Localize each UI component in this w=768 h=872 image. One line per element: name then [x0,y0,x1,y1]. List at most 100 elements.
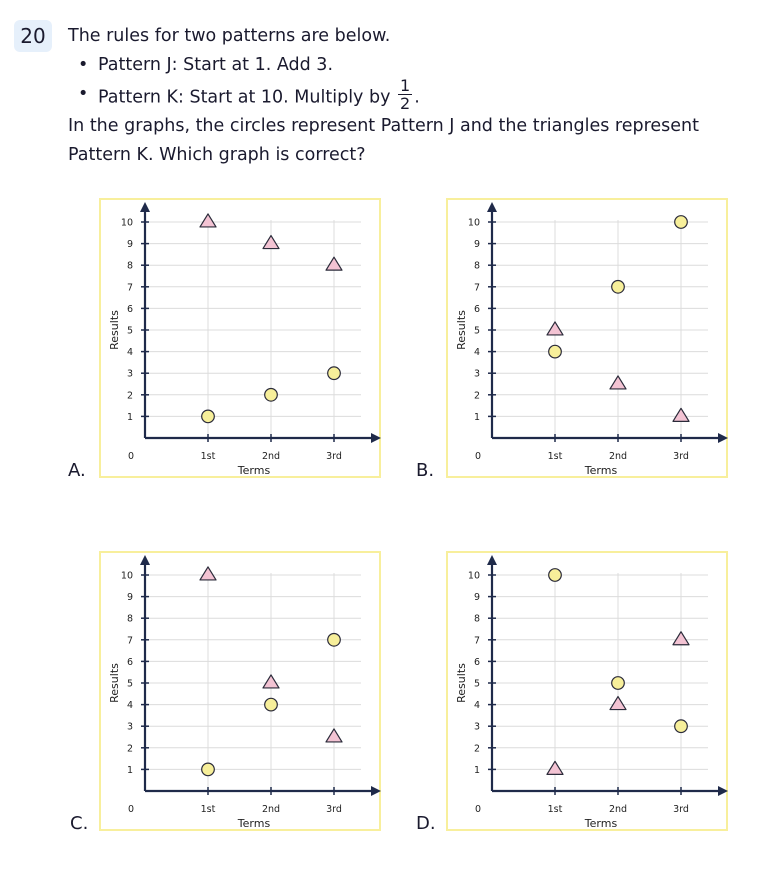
fraction-denominator: 2 [400,94,411,113]
y-tick-label: 4 [127,347,133,358]
y-tick-label: 8 [474,614,480,625]
x-tick-label: 3rd [673,451,689,462]
y-tick-label: 8 [127,261,133,272]
y-axis-title: Results [455,310,468,350]
y-axis-title: Results [108,663,121,703]
y-axis-title: Results [455,663,468,703]
origin-label: 0 [475,451,481,462]
y-tick-label: 1 [474,412,480,423]
graph-option-b[interactable]: 1 2 3 4 5 6 7 8 9 10 1st 2nd 3rd 0 Terms Results [446,198,728,478]
x-tick-label: 1st [548,451,563,462]
y-tick-label: 1 [474,765,480,776]
pattern-k-triangle-point [546,760,564,775]
pattern-j-circle-point [201,409,215,424]
question-prompt-line1: In the graphs, the circles represent Pat… [68,116,699,136]
pattern-k-triangle-point [262,674,280,689]
x-axis-arrow-icon [371,786,381,796]
y-axis-arrow-icon [140,555,150,565]
pattern-j-circle-point [264,387,278,402]
y-tick-label: 9 [474,239,480,250]
origin-label: 0 [128,451,134,462]
y-tick-label: 3 [474,722,480,733]
option-a-label[interactable]: A. [68,460,86,481]
y-tick-label: 9 [127,592,133,603]
y-tick-label: 1 [127,412,133,423]
rule-pattern-k: Pattern K: Start at 10. Multiply by 12. [68,76,728,113]
pattern-k-triangle-point [672,407,690,422]
pattern-j-circle-point [548,344,562,359]
y-axis-arrow-icon [487,555,497,565]
x-tick-label: 2nd [609,804,627,815]
x-tick-label: 1st [201,451,216,462]
x-axis-title: Terms [237,464,271,477]
graph-option-c[interactable]: 1 2 3 4 5 6 7 8 9 10 1st 2nd 3rd 0 Terms Results [99,551,381,831]
question-intro: The rules for two patterns are below. [68,26,391,46]
y-tick-label: 2 [127,743,133,754]
y-tick-label: 7 [474,282,480,293]
x-axis-title: Terms [237,817,271,830]
y-tick-label: 10 [468,218,480,229]
graph-c-svg: 1 2 3 4 5 6 7 8 9 10 1st 2nd 3rd 0 Terms Results [108,555,381,830]
origin-label: 0 [128,804,134,815]
y-tick-label: 2 [127,390,133,401]
y-tick-label: 7 [127,282,133,293]
pattern-j-circle-point [674,719,688,734]
y-tick-label: 10 [121,571,133,582]
x-axis-arrow-icon [371,433,381,443]
graph-d-svg: 1 2 3 4 5 6 7 8 9 10 1st 2nd 3rd 0 Terms Results [455,555,728,830]
y-tick-label: 6 [127,304,133,315]
pattern-j-circle-point [327,366,341,381]
y-axis-arrow-icon [140,202,150,212]
pattern-j-circle-point [548,568,562,582]
pattern-k-triangle-point [199,566,217,581]
pattern-j-circle-point [611,279,625,294]
x-tick-label: 2nd [262,804,280,815]
rule-pattern-k-text: Pattern K: Start at 10. Multiply by [98,87,391,108]
y-tick-label: 9 [474,592,480,603]
pattern-j-circle-point [327,632,341,647]
rules-list: Pattern J: Start at 1. Add 3. Pattern K:… [68,51,728,112]
y-tick-label: 6 [127,657,133,668]
y-tick-label: 4 [127,700,133,711]
x-tick-label: 3rd [326,451,342,462]
fraction-numerator: 1 [398,76,413,95]
y-tick-label: 5 [127,326,133,337]
x-tick-label: 1st [548,804,563,815]
x-axis-arrow-icon [718,433,728,443]
origin-label: 0 [475,804,481,815]
pattern-j-circle-point [611,676,625,690]
pattern-k-triangle-point [546,321,564,336]
y-tick-label: 5 [474,679,480,690]
y-tick-label: 7 [474,635,480,646]
y-tick-label: 8 [474,261,480,272]
y-tick-label: 4 [474,700,480,711]
y-axis-arrow-icon [487,202,497,212]
y-tick-label: 5 [474,326,480,337]
pattern-k-triangle-point [672,631,690,646]
rule-pattern-j: Pattern J: Start at 1. Add 3. [68,51,728,80]
pattern-j-circle-point [201,762,215,777]
y-tick-label: 9 [127,239,133,250]
pattern-k-triangle-point [262,234,280,250]
pattern-k-triangle-point [609,375,627,390]
question-text: The rules for two patterns are below. Pa… [68,22,728,170]
x-axis-title: Terms [584,817,618,830]
y-tick-label: 5 [127,679,133,690]
pattern-j-circle-point [674,215,688,229]
y-tick-label: 8 [127,614,133,625]
x-tick-label: 3rd [673,804,689,815]
option-c-label[interactable]: C. [70,813,89,834]
x-axis-title: Terms [584,464,618,477]
y-tick-label: 1 [127,765,133,776]
y-axis-title: Results [108,310,121,350]
option-d-label[interactable]: D. [416,813,436,834]
graph-option-d[interactable]: 1 2 3 4 5 6 7 8 9 10 1st 2nd 3rd 0 Terms Results [446,551,728,831]
graph-a-svg: 1 2 3 4 5 6 7 8 9 10 1st 2nd 3rd 0 Terms Results [108,202,381,477]
graph-option-a[interactable]: 1 2 3 4 5 6 7 8 9 10 1st 2nd 3rd 0 Terms Results [99,198,381,478]
rule-pattern-j-text: Pattern J: Start at 1. Add 3. [98,55,334,75]
option-b-label[interactable]: B. [416,460,435,481]
question-number: 20 [14,20,52,52]
pattern-j-circle-point [264,697,278,712]
pattern-k-triangle-point [199,213,217,228]
